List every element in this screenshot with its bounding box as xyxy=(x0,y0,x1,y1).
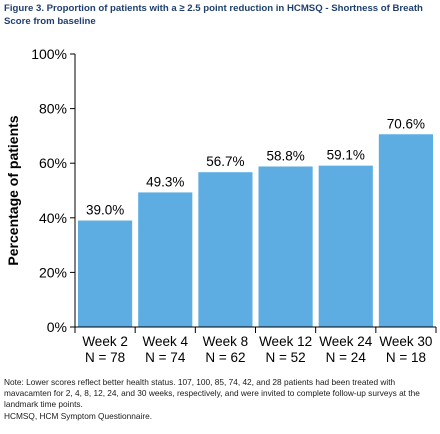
y-tick-label: 40% xyxy=(39,210,67,226)
abbreviation-note: HCMSQ, HCM Symptom Questionnaire. xyxy=(4,410,152,421)
bar xyxy=(318,165,373,327)
x-tick-label: Week 2 xyxy=(82,334,128,349)
y-axis: 0% 20% 40% 60% 80% 100% xyxy=(31,46,76,335)
x-tick-label: Week 4 xyxy=(142,334,188,349)
x-sample-size-label: N = 78 xyxy=(85,350,125,365)
bar xyxy=(258,166,313,327)
bar xyxy=(378,134,433,327)
x-tick-label: Week 24 xyxy=(319,334,373,349)
y-tick-label: 80% xyxy=(39,101,67,117)
y-tick-label: 100% xyxy=(31,46,67,62)
x-sample-size-label: N = 62 xyxy=(205,350,245,365)
x-tick-label: Week 30 xyxy=(379,334,432,349)
x-sample-size-label: N = 52 xyxy=(266,350,306,365)
x-tick-label: Week 12 xyxy=(259,334,312,349)
y-axis-label: Percentage of patients xyxy=(5,115,21,265)
y-tick-label: 0% xyxy=(47,319,67,335)
x-axis: Week 2N = 78 Week 4N = 74 Week 8N = 62 Week… xyxy=(74,326,437,365)
bars: 39.0% 49.3% 56.7% 58.8% 59.1% 70.6% xyxy=(78,116,433,327)
bar-value-label: 70.6% xyxy=(387,116,425,131)
figure-title: Figure 3. Proportion of patients with a … xyxy=(4,3,423,27)
bar-value-label: 58.8% xyxy=(266,148,304,163)
bar xyxy=(78,220,133,327)
x-sample-size-label: N = 18 xyxy=(386,350,426,365)
bar-value-label: 56.7% xyxy=(206,154,244,169)
bar-value-label: 49.3% xyxy=(146,174,184,189)
x-sample-size-label: N = 74 xyxy=(145,350,186,365)
bar-value-label: 39.0% xyxy=(86,203,124,218)
x-sample-size-label: N = 24 xyxy=(326,350,367,365)
bar-chart: 0% 20% 40% 60% 80% 100% 39.0% 49.3% 56.7% 58.8% 5… xyxy=(5,46,437,365)
bar xyxy=(198,172,253,327)
x-tick-label: Week 8 xyxy=(203,334,249,349)
y-tick-label: 20% xyxy=(39,264,67,280)
bar xyxy=(138,192,193,327)
figure-notes: Note: Lower scores reflect better health… xyxy=(4,377,438,422)
y-tick-label: 60% xyxy=(39,155,67,171)
note-text: Note: Lower scores reflect better health… xyxy=(4,377,420,410)
bar-value-label: 59.1% xyxy=(327,148,365,163)
